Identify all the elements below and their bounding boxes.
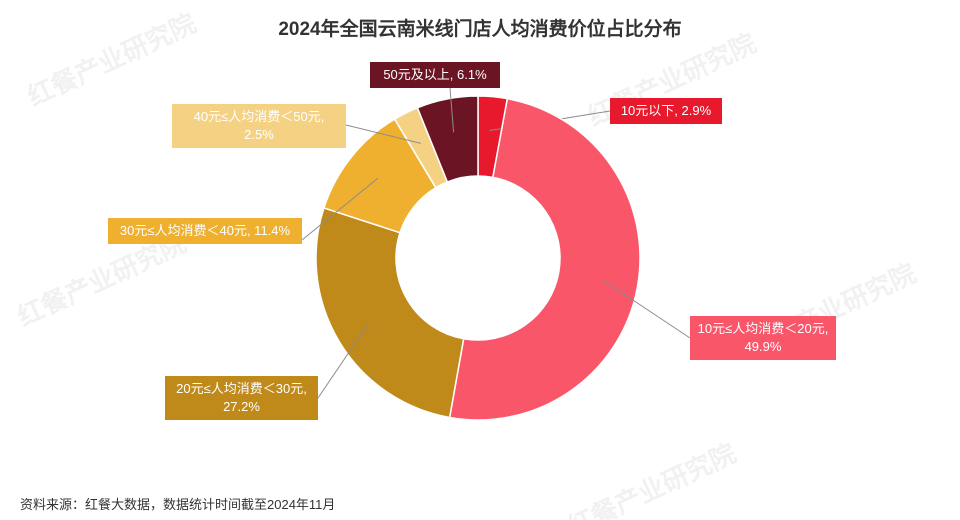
data-label: 10元≤人均消费＜20元, 49.9% xyxy=(690,316,836,360)
data-label: 50元及以上, 6.1% xyxy=(370,62,500,88)
data-label: 10元以下, 2.9% xyxy=(610,98,722,124)
donut-slice xyxy=(416,95,479,183)
data-label: 20元≤人均消费＜30元, 27.2% xyxy=(165,376,318,420)
chart-title: 2024年全国云南米线门店人均消费价位占比分布 xyxy=(278,19,682,40)
leader-line xyxy=(301,177,379,241)
donut-slice xyxy=(448,97,641,421)
leader-line xyxy=(603,280,691,339)
source-note: 资料来源：红餐大数据，数据统计时间截至2024年11月 xyxy=(20,497,336,512)
leader-line xyxy=(345,124,422,144)
data-label: 40元≤人均消费＜50元, 2.5% xyxy=(172,104,346,148)
donut-slice xyxy=(315,206,465,419)
leader-line xyxy=(449,87,455,133)
data-label: 30元≤人均消费＜40元, 11.4% xyxy=(108,218,302,244)
leader-line xyxy=(317,323,369,399)
